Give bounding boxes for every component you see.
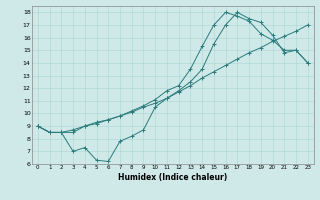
X-axis label: Humidex (Indice chaleur): Humidex (Indice chaleur) (118, 173, 228, 182)
